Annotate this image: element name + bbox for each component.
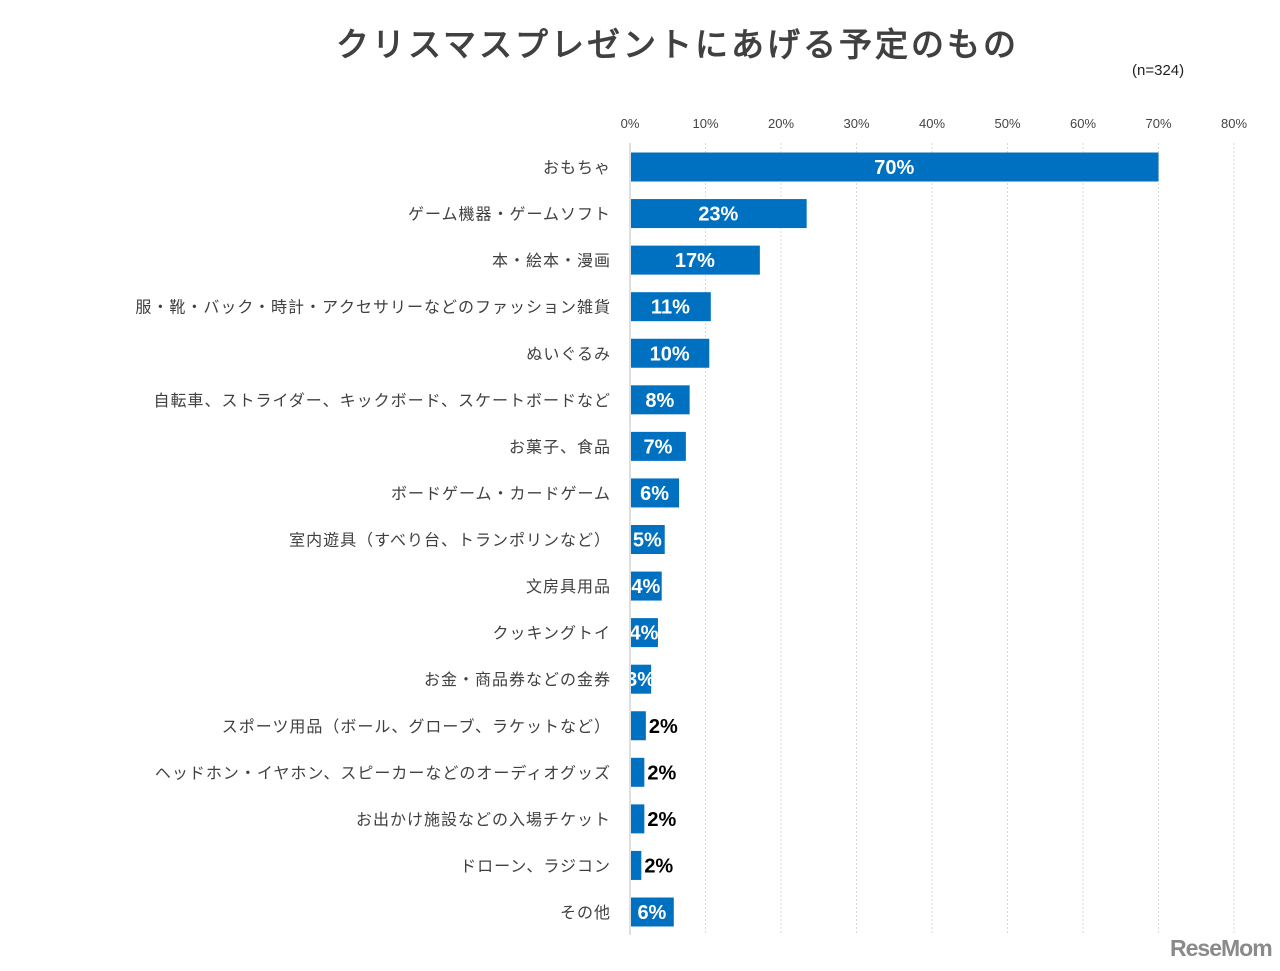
category-label: 本・絵本・漫画 [492, 251, 611, 270]
category-label: ドローン、ラジコン [460, 856, 611, 875]
category-label: スポーツ用品（ボール、グローブ、ラケットなど） [222, 717, 611, 736]
bar [631, 525, 665, 554]
data-label: 4% [631, 576, 660, 598]
data-label: 8% [645, 390, 674, 412]
data-label: 4% [630, 623, 659, 645]
data-label: 2% [644, 855, 673, 877]
x-tick-label: 80% [1221, 116, 1247, 131]
data-label: 23% [698, 204, 738, 226]
chart-title: クリスマスプレゼントにあげる予定のもの [335, 25, 1019, 64]
bar [631, 199, 807, 229]
category-label: ボードゲーム・カードゲーム [391, 484, 611, 503]
bar [631, 618, 658, 648]
sample-size-note: (n=324) [1132, 62, 1185, 79]
category-label: ぬいぐるみ [526, 344, 611, 363]
x-tick-label: 30% [843, 116, 869, 131]
bar [631, 850, 642, 880]
bar [631, 292, 711, 322]
data-label: 2% [647, 809, 676, 831]
bar [631, 338, 710, 368]
x-tick-label: 20% [768, 116, 794, 131]
category-label: 文房具用品 [526, 577, 611, 596]
bar [631, 757, 645, 787]
category-label: 室内遊具（すべり台、トランポリンなど） [289, 531, 611, 550]
x-tick-label: 70% [1145, 116, 1171, 131]
bar [631, 804, 645, 834]
bar [631, 152, 1159, 182]
category-label: お金・商品券などの金券 [424, 670, 611, 689]
bar [631, 664, 652, 694]
bar [631, 478, 680, 508]
data-label: 17% [675, 250, 715, 272]
data-label: 70% [874, 157, 914, 179]
bar [631, 571, 662, 601]
category-label: おもちゃ [543, 158, 611, 177]
category-label: お出かけ施設などの入場チケット [356, 810, 611, 829]
category-label: お菓子、食品 [509, 437, 611, 456]
bar [631, 385, 690, 415]
category-label: クッキングトイ [492, 624, 611, 643]
data-label: 2% [647, 762, 676, 784]
data-label: 6% [637, 902, 666, 924]
x-tick-label: 40% [919, 116, 945, 131]
category-label: ゲーム機器・ゲームソフト [408, 205, 611, 224]
category-label: 服・靴・バック・時計・アクセサリーなどのファッション雑貨 [135, 298, 611, 317]
data-label: 11% [651, 297, 690, 319]
bar [631, 245, 760, 275]
data-label: 5% [633, 530, 662, 552]
data-label: 3% [626, 669, 655, 691]
category-label: ヘッドホン・イヤホン、スピーカーなどのオーディオグッズ [155, 763, 611, 782]
bar [631, 431, 686, 461]
bar [631, 711, 646, 741]
x-tick-label: 50% [994, 116, 1020, 131]
data-label: 6% [640, 483, 669, 505]
bar [631, 897, 674, 927]
x-tick-label: 0% [621, 116, 640, 131]
data-label: 7% [643, 436, 672, 458]
data-label: 2% [649, 716, 678, 738]
category-label: その他 [560, 903, 611, 922]
x-tick-label: 60% [1070, 116, 1096, 131]
category-label: 自転車、ストライダー、キックボード、スケートボードなど [153, 391, 611, 410]
resemom-logo: ReseMom [1170, 935, 1273, 961]
x-tick-label: 10% [692, 116, 718, 131]
data-label: 10% [650, 343, 690, 365]
